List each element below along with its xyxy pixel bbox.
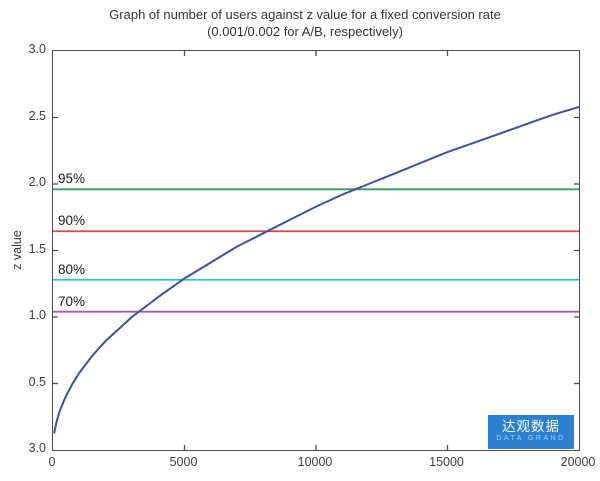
x-tick-label: 0 bbox=[48, 455, 56, 469]
y-tick-label: 1.5 bbox=[28, 241, 46, 256]
threshold-label-80%: 80% bbox=[58, 261, 86, 277]
watermark-subtext: DATA GRAND bbox=[496, 435, 566, 442]
x-tick-label: 5000 bbox=[169, 455, 198, 469]
y-tick-label: 0.5 bbox=[28, 374, 46, 389]
x-tick-label: 10000 bbox=[297, 455, 333, 469]
y-tick-label: 3.0 bbox=[28, 42, 46, 56]
watermark-datagrand: 达观数据 DATA GRAND bbox=[488, 415, 574, 449]
plot-canvas bbox=[53, 51, 579, 450]
y-tick-label: 3.0 bbox=[28, 441, 46, 455]
chart-title-line1: Graph of number of users against z value… bbox=[109, 7, 501, 22]
chart-title-line2: (0.001/0.002 for A/B, respectively) bbox=[207, 24, 403, 39]
plot-area: 达观数据 DATA GRAND 95% 90% 80% 70% bbox=[52, 50, 580, 451]
watermark-text: 达观数据 bbox=[502, 419, 560, 434]
threshold-label-90%: 90% bbox=[58, 213, 86, 229]
threshold-label-95%: 95% bbox=[58, 171, 86, 187]
x-tick-label: 15000 bbox=[429, 455, 464, 469]
threshold-label-70%: 70% bbox=[58, 293, 86, 309]
x-tick-label: 20000 bbox=[560, 455, 596, 469]
series-curve bbox=[53, 105, 579, 434]
y-tick-label: 1.0 bbox=[28, 308, 46, 322]
y-tick-label: 2.0 bbox=[28, 175, 46, 189]
y-tick-label: 2.5 bbox=[28, 108, 46, 123]
